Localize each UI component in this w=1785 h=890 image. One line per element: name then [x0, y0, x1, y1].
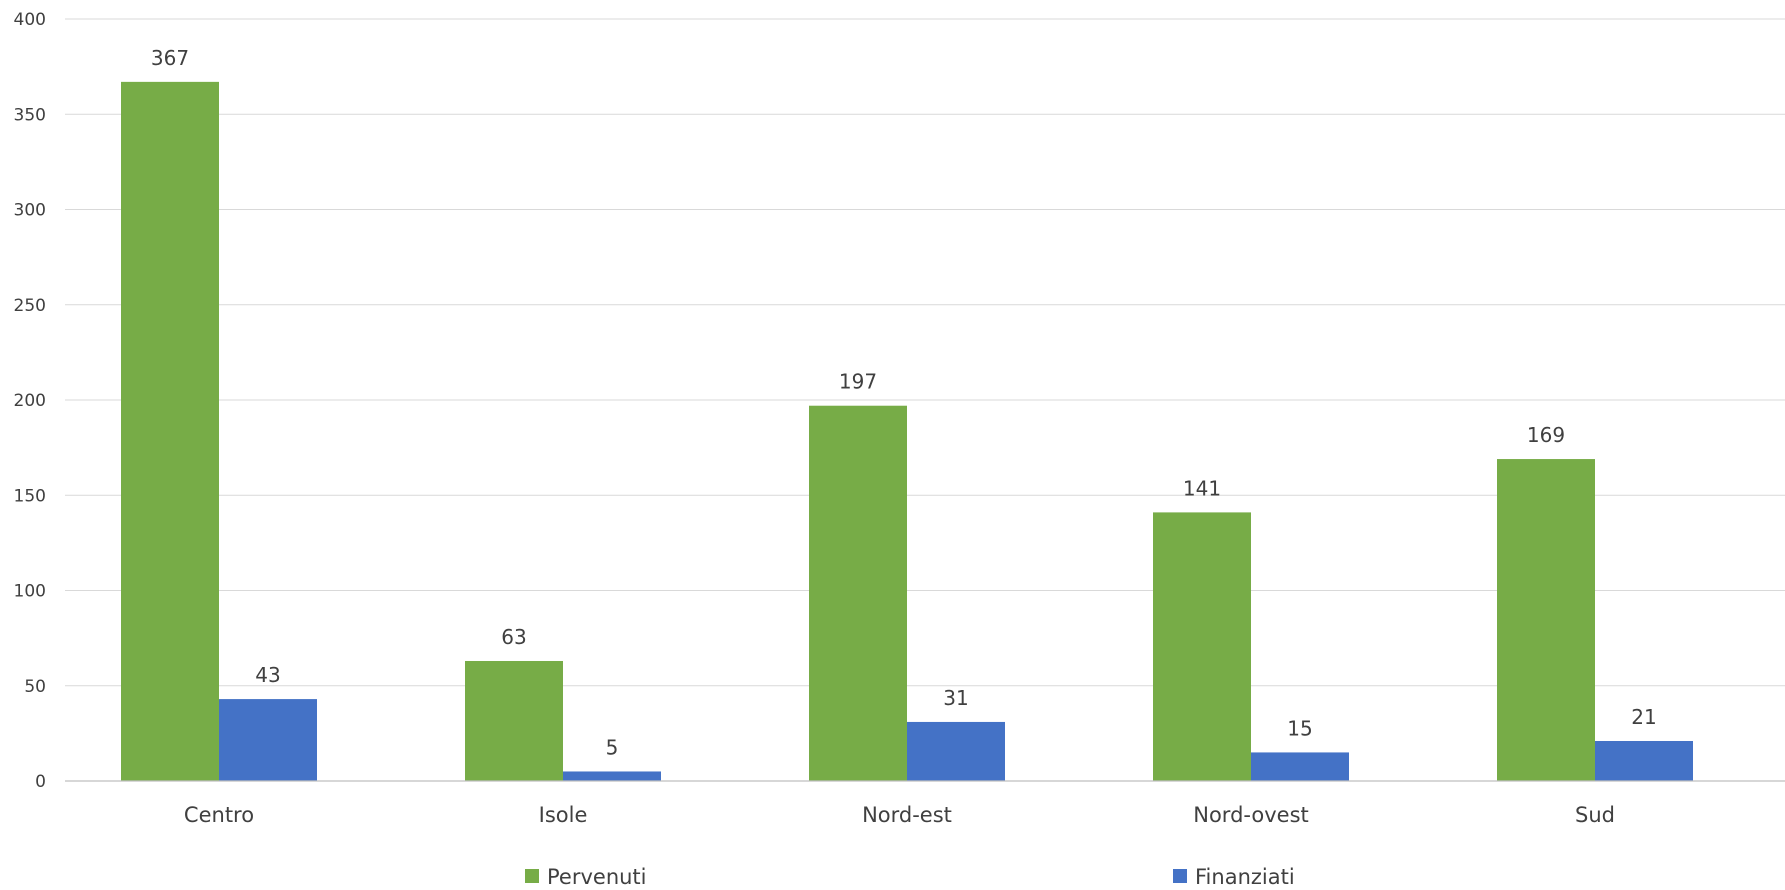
legend-swatch: [525, 869, 539, 883]
data-label: 43: [255, 663, 280, 687]
bars: [121, 81, 1693, 782]
y-tick-label: 150: [14, 486, 46, 506]
bar-pervenuti-sud: [1497, 459, 1595, 781]
bar-pervenuti-nord-est: [809, 405, 907, 781]
data-label: 31: [943, 686, 968, 710]
legend: Pervenuti Finanziati: [525, 865, 1295, 889]
data-label: 15: [1287, 716, 1312, 740]
data-label: 197: [839, 370, 877, 394]
bar-pervenuti-nord-ovest: [1153, 512, 1251, 781]
bar-finanziati-nord-ovest: [1251, 752, 1349, 781]
legend-swatch: [1173, 869, 1187, 883]
bar-finanziati-centro: [219, 699, 317, 781]
bar-pervenuti-isole: [465, 660, 563, 781]
x-tick-label: Sud: [1575, 803, 1615, 827]
bar-finanziati-isole: [563, 771, 661, 781]
legend-label: Finanziati: [1195, 865, 1295, 889]
y-tick-label: 0: [35, 772, 46, 792]
y-tick-label: 350: [14, 105, 46, 125]
data-label: 367: [151, 46, 189, 70]
data-label: 141: [1183, 476, 1221, 500]
legend-label: Pervenuti: [547, 865, 647, 889]
x-tick-label: Nord-est: [862, 803, 952, 827]
x-axis: Centro Isole Nord-est Nord-ovest Sud: [65, 780, 1785, 827]
data-label: 21: [1631, 705, 1656, 729]
x-tick-label: Isole: [539, 803, 588, 827]
data-label: 63: [501, 625, 526, 649]
y-tick-label: 50: [24, 677, 46, 697]
x-tick-label: Nord-ovest: [1193, 803, 1309, 827]
y-tick-label: 400: [14, 10, 46, 30]
y-tick-label: 250: [14, 296, 46, 316]
bar-finanziati-sud: [1595, 740, 1693, 781]
y-tick-label: 100: [14, 582, 46, 602]
y-tick-label: 200: [14, 391, 46, 411]
x-tick-label: Centro: [184, 803, 254, 827]
bar-pervenuti-centro: [121, 81, 219, 782]
bar-finanziati-nord-est: [907, 721, 1005, 781]
data-label: 169: [1527, 423, 1565, 447]
data-label: 5: [606, 735, 619, 759]
gridlines: [65, 18, 1785, 687]
y-axis-tick-labels: 0 50 100 150 200 250 300 350 400: [14, 10, 46, 792]
data-labels: 367 43 63 5 197 31 141 15 169 21: [151, 46, 1657, 760]
y-tick-label: 300: [14, 201, 46, 221]
